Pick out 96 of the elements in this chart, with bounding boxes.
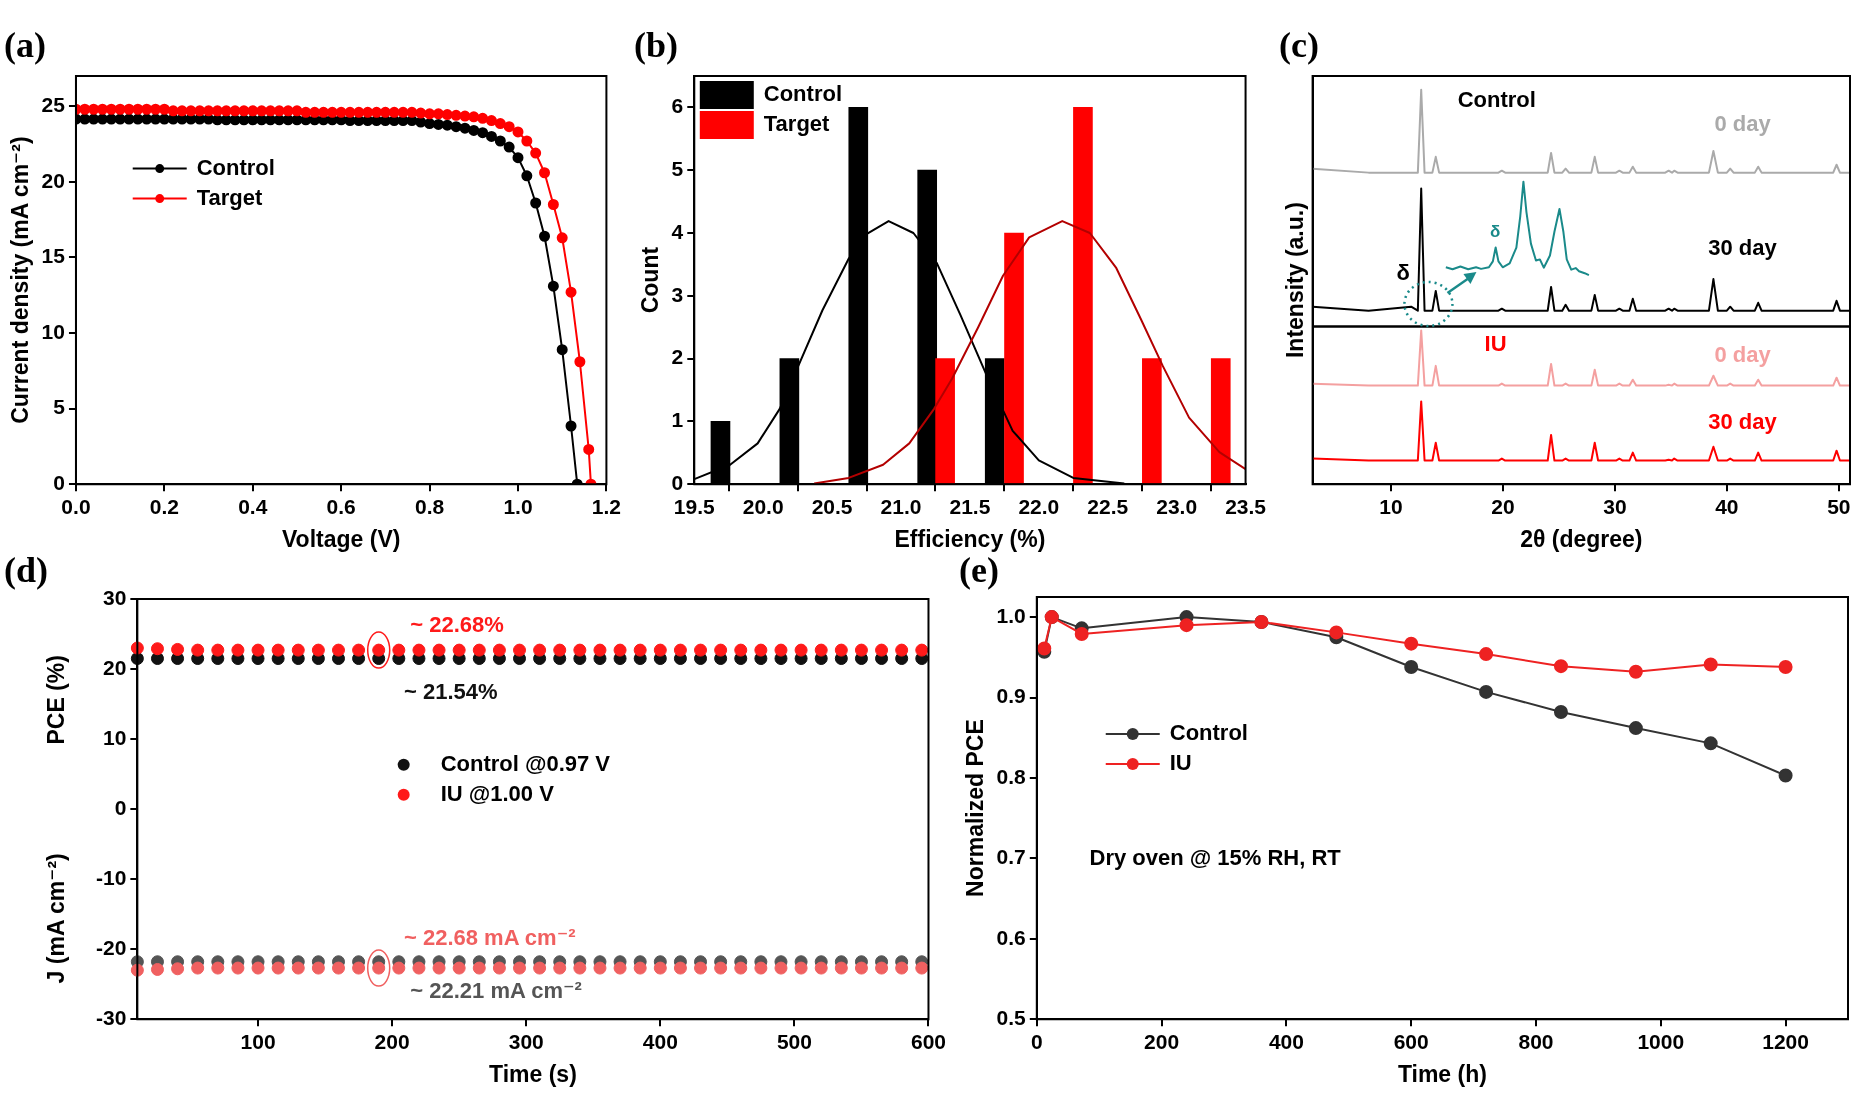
annotation: ~ 22.68% — [410, 611, 504, 637]
legend-label: Control — [763, 81, 842, 107]
legend-label: Control — [1169, 720, 1248, 746]
x-tick-label: 20.0 — [742, 494, 784, 518]
x-tick-label: 40 — [1715, 494, 1739, 518]
y-tick-label: 0.5 — [996, 1006, 1027, 1029]
y-tick-label: 0.8 — [996, 764, 1027, 788]
x-tick-label: 500 — [776, 1029, 812, 1053]
legend-label: Target — [196, 184, 263, 210]
x-tick-label: 1200 — [1762, 1029, 1809, 1053]
x-tick-label: 1.2 — [591, 494, 622, 518]
x-axis-title: Time (s) — [489, 1060, 577, 1087]
x-tick-label: 23.5 — [1225, 494, 1267, 518]
x-tick-label: 0.8 — [414, 494, 445, 518]
x-tick-label: 23.0 — [1156, 494, 1198, 518]
y-tick-label: 0.9 — [996, 684, 1026, 708]
chart-title: (d) — [4, 550, 48, 591]
y-axis-title: Intensity (a.u.) — [1282, 202, 1309, 359]
series-label: 30 day — [1708, 234, 1778, 260]
y-tick-label: 0 — [114, 795, 127, 819]
legend-label: IU — [1169, 750, 1192, 776]
series-label: 30 day — [1708, 408, 1778, 434]
chart-title: (a) — [4, 25, 46, 66]
x-tick-label: 21.0 — [880, 494, 922, 518]
y-tick-label: -30 — [95, 1006, 127, 1029]
x-tick-label: 22.5 — [1087, 494, 1129, 518]
y-tick-label: 6 — [671, 94, 684, 118]
annotation: ~ 22.21 mA cm⁻² — [410, 978, 582, 1004]
y-tick-label: 4 — [671, 219, 684, 243]
y2-axis-title: J (mA cm⁻²) — [42, 853, 69, 984]
y-tick-label: -20 — [95, 935, 127, 959]
y-tick-label: 1.0 — [996, 603, 1026, 627]
x-tick-label: 21.5 — [949, 494, 991, 518]
y-tick-label: -10 — [95, 865, 127, 889]
x-tick-label: 400 — [1268, 1029, 1304, 1053]
x-tick-label: 600 — [1393, 1029, 1429, 1053]
y-tick-label: 0.7 — [996, 845, 1026, 869]
y-axis-title: PCE (%) — [42, 655, 69, 745]
x-axis-title: Time (h) — [1397, 1060, 1487, 1087]
x-tick-label: 1.0 — [503, 494, 533, 518]
x-tick-label: 10 — [1379, 494, 1403, 518]
x-axis-title: 2θ (degree) — [1520, 525, 1643, 552]
annotation: IU — [1484, 331, 1507, 357]
y-axis-title: Current density (mA cm⁻²) — [7, 136, 34, 424]
x-tick-label: 30 — [1603, 494, 1627, 518]
annotation: ~ 21.54% — [403, 678, 498, 704]
legend-label: Control — [196, 154, 275, 180]
x-tick-label: 400 — [642, 1029, 678, 1053]
y-tick-label: 5 — [671, 157, 684, 180]
y-tick-label: 25 — [41, 93, 66, 117]
y-tick-label: 2 — [671, 345, 684, 369]
series-label: 0 day — [1714, 341, 1772, 367]
x-tick-label: 0.6 — [326, 494, 356, 518]
y-axis-title: Count — [637, 246, 664, 314]
x-tick-label: 19.5 — [673, 494, 716, 518]
x-tick-label: 300 — [508, 1029, 544, 1053]
x-tick-label: 0.4 — [238, 494, 268, 518]
annotation: δ — [1489, 222, 1501, 242]
y-tick-label: 3 — [671, 282, 684, 306]
y-tick-label: 10 — [102, 725, 127, 749]
annotation: δ — [1396, 260, 1410, 286]
x-tick-label: 22.0 — [1018, 494, 1060, 518]
x-tick-label: 100 — [240, 1029, 276, 1053]
x-tick-label: 200 — [1144, 1029, 1180, 1053]
y-tick-label: 0 — [671, 471, 684, 494]
x-tick-label: 0.0 — [61, 494, 91, 518]
y-tick-label: 0.6 — [996, 925, 1026, 949]
legend-label: Control @0.97 V — [440, 750, 611, 776]
series-label: 0 day — [1714, 110, 1772, 136]
x-axis-title: Efficiency (%) — [894, 525, 1046, 552]
y-tick-label: 30 — [102, 585, 127, 609]
y-tick-label: 20 — [102, 655, 127, 679]
y-tick-label: 20 — [41, 168, 65, 192]
x-tick-label: 600 — [910, 1029, 946, 1053]
annotation: Control — [1457, 86, 1536, 112]
chart-title: (c) — [1279, 25, 1319, 66]
y-tick-label: 0 — [53, 471, 65, 494]
x-tick-label: 20 — [1491, 494, 1515, 518]
y-tick-label: 5 — [53, 395, 66, 419]
x-axis-title: Voltage (V) — [281, 525, 401, 552]
x-tick-label: 0 — [1030, 1029, 1043, 1053]
x-tick-label: 200 — [374, 1029, 410, 1053]
legend-label: IU @1.00 V — [440, 780, 555, 806]
legend-label: Target — [763, 111, 831, 137]
y-axis-title: Normalized PCE — [962, 719, 989, 897]
x-tick-label: 50 — [1827, 494, 1851, 518]
x-tick-label: 800 — [1518, 1029, 1554, 1053]
y-tick-label: 10 — [41, 319, 65, 343]
x-tick-label: 0.2 — [149, 494, 179, 518]
x-tick-label: 20.5 — [811, 494, 853, 518]
x-tick-label: 1000 — [1637, 1029, 1685, 1053]
annotation: Dry oven @ 15% RH, RT — [1089, 844, 1342, 870]
annotation: ~ 22.68 mA cm⁻² — [403, 925, 576, 951]
y-tick-label: 1 — [671, 408, 684, 432]
y-tick-label: 15 — [41, 244, 66, 268]
chart-title: (b) — [634, 25, 678, 66]
